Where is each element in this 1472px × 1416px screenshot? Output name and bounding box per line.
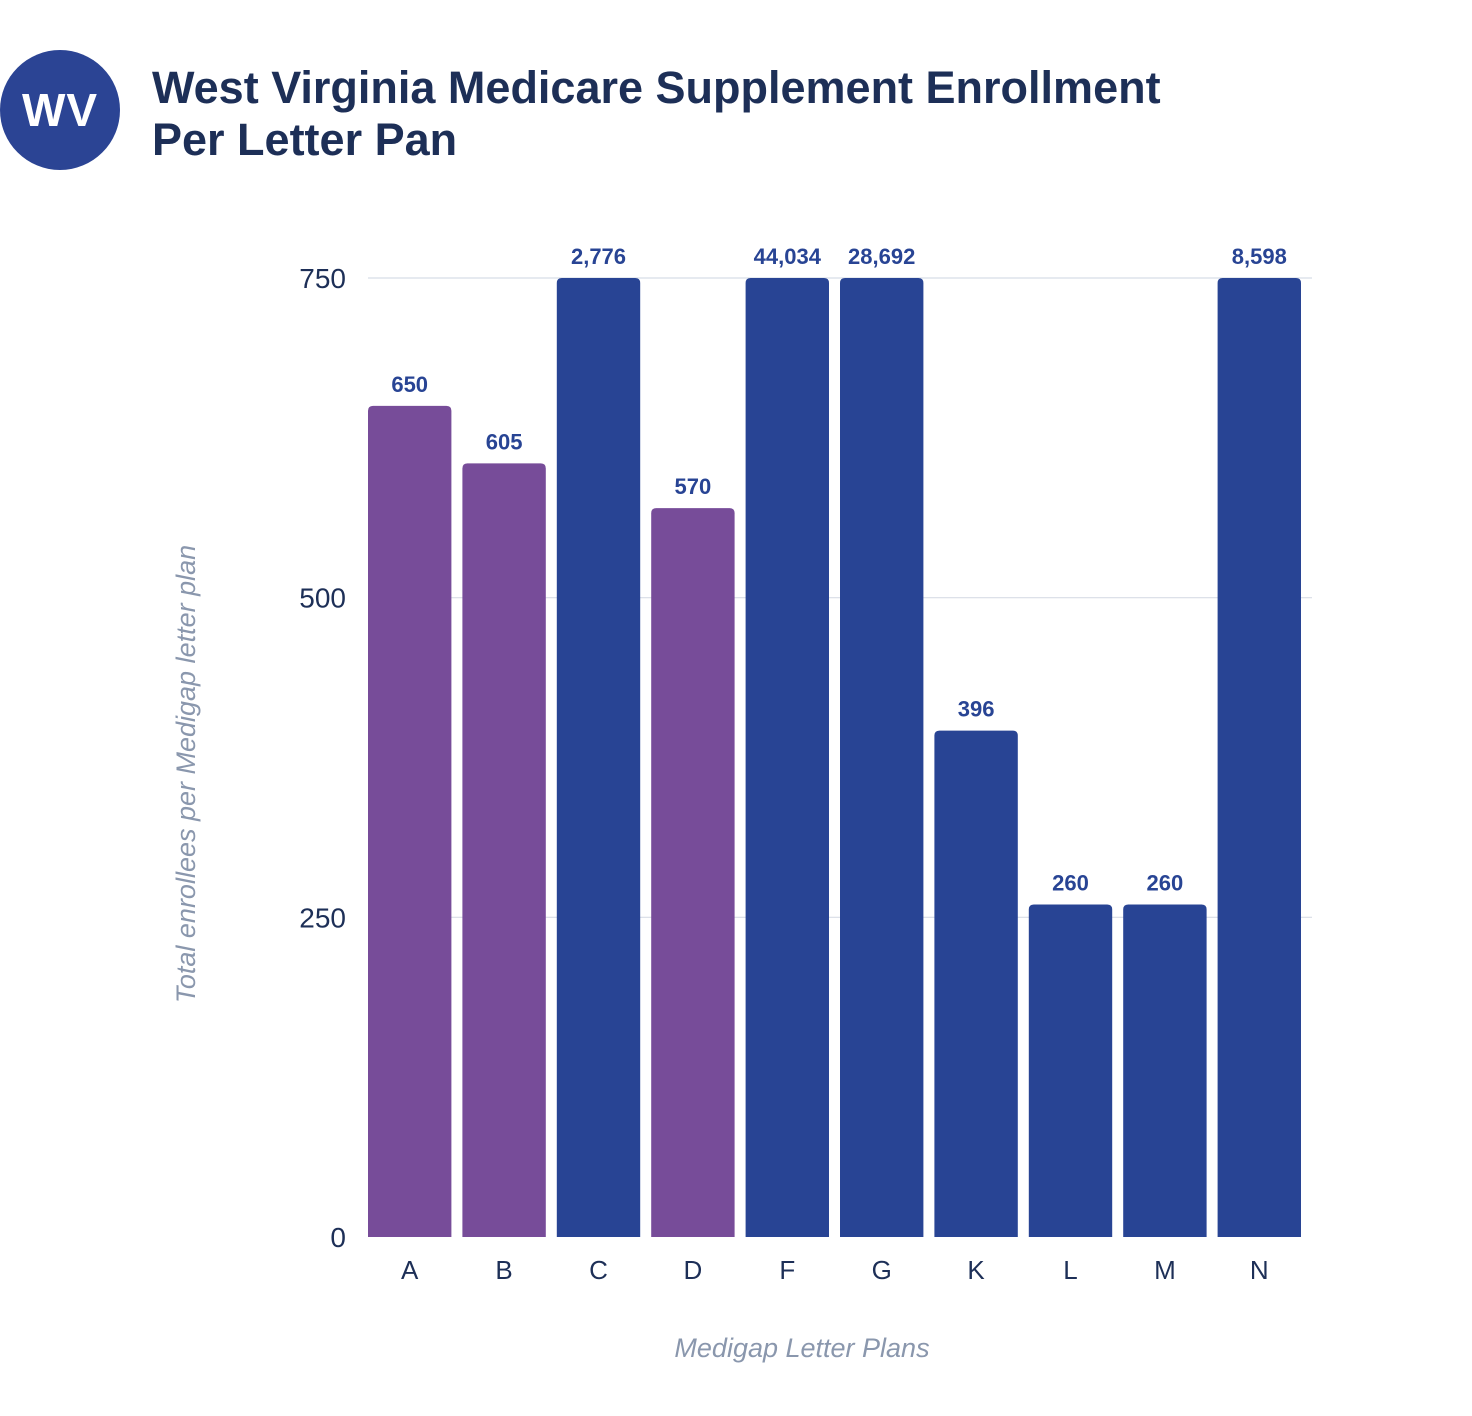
x-tick-label-M: M [1154, 1255, 1176, 1285]
x-tick-label-C: C [589, 1255, 608, 1285]
bars [368, 278, 1301, 1237]
value-label-M: 260 [1147, 871, 1184, 896]
x-axis-title: Medigap Letter Plans [674, 1333, 929, 1363]
x-tick-label-N: N [1250, 1255, 1269, 1285]
bar-K [934, 730, 1018, 1237]
value-label-F: 44,034 [754, 244, 822, 269]
x-tick-label-F: F [779, 1255, 795, 1285]
value-label-C: 2,776 [571, 244, 626, 269]
y-tick-label: 250 [299, 902, 346, 933]
value-label-A: 650 [391, 372, 428, 397]
bar-G [840, 278, 924, 1237]
chart-title-line-2: Per Letter Pan [152, 114, 458, 165]
x-tick-label-A: A [401, 1255, 419, 1285]
value-label-K: 396 [958, 697, 995, 722]
bar-N [1217, 278, 1301, 1237]
bar-C [556, 278, 641, 1237]
y-tick-label: 750 [299, 263, 346, 294]
chart-header: WV West Virginia Medicare Supplement Enr… [0, 0, 1472, 200]
bar-B [462, 463, 546, 1237]
x-tick-label-D: D [684, 1255, 703, 1285]
bar-L [1028, 904, 1113, 1237]
bar-F [745, 278, 829, 1237]
y-axis-ticks: 0 250 500 750 [299, 263, 346, 1253]
state-badge: WV [0, 50, 120, 170]
bar-A [368, 405, 452, 1237]
y-tick-label: 0 [330, 1222, 346, 1253]
x-tick-label-L: L [1063, 1255, 1077, 1285]
x-tick-label-B: B [495, 1255, 512, 1285]
value-label-L: 260 [1052, 871, 1089, 896]
value-labels: 650 605 2,776 570 44,034 28,692 396 260 260 8,598 [391, 244, 1286, 896]
value-label-B: 605 [486, 429, 523, 454]
bar-M [1123, 904, 1207, 1237]
y-axis-title: Total enrollees per Medigap letter plan [171, 545, 201, 1003]
x-tick-label-G: G [872, 1255, 892, 1285]
value-label-G: 28,692 [848, 244, 915, 269]
x-tick-label-K: K [967, 1255, 985, 1285]
chart-title-line-1: West Virginia Medicare Supplement Enroll… [152, 62, 1161, 113]
chart-title: West Virginia Medicare Supplement Enroll… [152, 62, 1352, 166]
value-label-N: 8,598 [1232, 244, 1287, 269]
value-label-D: 570 [675, 474, 712, 499]
y-tick-label: 500 [299, 583, 346, 614]
bar-D [651, 508, 735, 1237]
